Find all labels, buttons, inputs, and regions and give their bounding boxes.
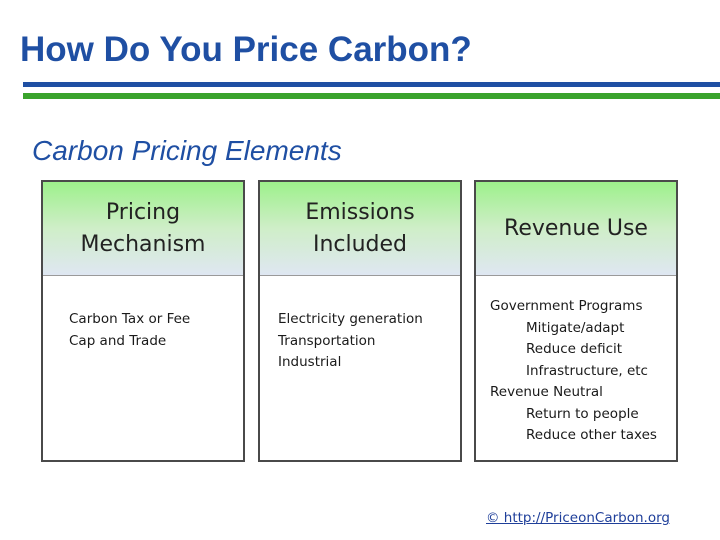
column-header: Emissions Included [260,182,460,276]
column-header-line: Emissions [305,199,415,225]
list-item: Carbon Tax or Fee [69,311,191,327]
column-header: Pricing Mechanism [43,182,243,276]
list-item: Cap and Trade [69,332,167,349]
list-item: Reduce other taxes [526,427,657,443]
list-item: Transportation [278,332,376,349]
column-revenue-use: Revenue Use Government Programs Mitigate… [474,180,678,462]
source-link[interactable]: © http://PriceonCarbon.org [486,510,670,526]
list-item: Reduce deficit [526,341,623,357]
column-header-line: Mechanism [80,231,206,257]
title-rule-blue [23,82,720,87]
title-rule-green [23,93,720,99]
page-title: How Do You Price Carbon? [20,30,472,69]
list-item: Industrial [278,354,342,370]
section-subtitle: Carbon Pricing Elements [32,135,342,166]
column-body: Government Programs Mitigate/adapt Reduc… [476,276,676,447]
column-emissions-included: Emissions Included Electricity generatio… [258,180,462,462]
column-pricing-mechanism: Pricing Mechanism Carbon Tax or Fee Cap … [41,180,245,462]
list-item: Electricity generation [278,311,423,327]
list-item: Infrastructure, etc [526,362,648,379]
column-header-line: Pricing [105,199,181,225]
column-body: Carbon Tax or Fee Cap and Trade [43,276,243,352]
column-header-line: Included [312,231,408,257]
list-item: Revenue Neutral [490,384,603,400]
column-body: Electricity generation Transportation In… [260,276,460,374]
column-header: Revenue Use [476,182,676,276]
list-item: Return to people [526,405,639,422]
list-item: Government Programs [490,298,643,314]
list-item: Mitigate/adapt [526,319,625,336]
column-header-line: Revenue Use [504,215,648,241]
